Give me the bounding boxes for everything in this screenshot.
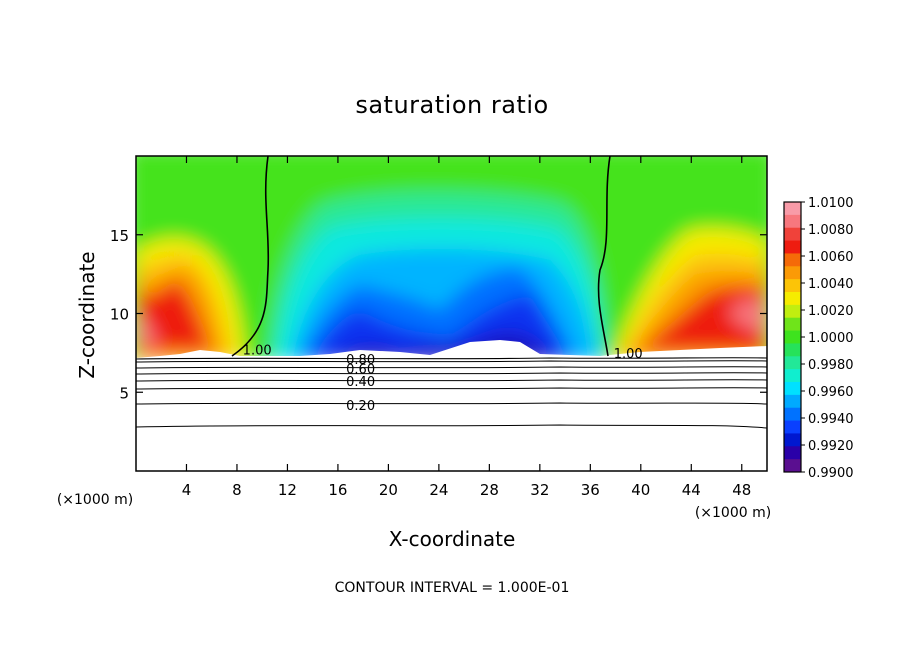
x-tick-label: 32: [530, 481, 549, 499]
colorbar-swatch: [784, 304, 801, 319]
x-tick-label: 40: [631, 481, 650, 499]
colorbar-label: 0.9920: [808, 439, 854, 454]
x-tick-label: 24: [429, 481, 448, 499]
x-tick-label: 48: [732, 481, 751, 499]
colorbar-swatch: [784, 227, 801, 241]
colorbar-swatch: [784, 433, 801, 447]
x-tick-label: 12: [278, 481, 297, 499]
x-unit-right: (×1000 m): [695, 505, 771, 521]
x-tick-label: 8: [232, 481, 242, 499]
saturation-field: [136, 156, 767, 471]
colorbar-swatch: [784, 369, 801, 383]
colorbar-label: 1.0020: [808, 304, 854, 319]
colorbar-swatch: [784, 330, 801, 344]
y-axis-ticks: 5 10 15: [110, 227, 767, 402]
colorbar-label: 0.9900: [808, 466, 854, 481]
contour-interval-note: CONTOUR INTERVAL = 1.000E-01: [335, 580, 570, 596]
colorbar-swatch: [784, 292, 801, 306]
x-axis-label: X-coordinate: [389, 527, 516, 551]
colorbar: 1.0100 1.0080 1.0060 1.0040 1.0020 1.0000 0.99…: [783, 196, 854, 481]
x-tick-label: 36: [581, 481, 600, 499]
contour-label: 1.00: [243, 344, 272, 359]
colorbar-swatch: [784, 240, 801, 254]
colorbar-swatch: [784, 420, 801, 434]
colorbar-swatch: [784, 214, 801, 229]
colorbar-swatch: [784, 317, 801, 331]
colorbar-label: 1.0060: [808, 250, 854, 265]
contour-label: 1.00: [614, 347, 643, 362]
chart-title: saturation ratio: [355, 91, 548, 119]
y-tick-label: 10: [110, 306, 129, 324]
colorbar-label: 0.9960: [808, 385, 854, 400]
colorbar-swatch: [784, 446, 801, 460]
contour-label: 0.80: [346, 353, 375, 368]
x-tick-label: 4: [182, 481, 192, 499]
y-tick-label: 15: [110, 227, 129, 245]
colorbar-swatch: [784, 279, 801, 293]
colorbar-swatch: [784, 356, 801, 370]
colorbar-label: 1.0080: [808, 223, 854, 238]
colorbar-label: 1.0100: [808, 196, 854, 211]
y-tick-label: 5: [119, 384, 129, 402]
colorbar-swatch: [784, 459, 801, 473]
x-axis-ticks: 4 8 12 16 20 24 28 32 36 40 44 48: [182, 156, 751, 499]
colorbar-swatch: [784, 343, 801, 357]
x-tick-label: 20: [379, 481, 398, 499]
colorbar-swatch: [784, 266, 801, 280]
y-axis-label: Z-coordinate: [75, 251, 99, 378]
x-unit-left: (×1000 m): [57, 492, 133, 508]
x-tick-label: 28: [480, 481, 499, 499]
contour-labels: 1.00 1.00 0.800.600.40 0.20: [243, 344, 643, 414]
contour-label: 0.40: [346, 375, 375, 390]
colorbar-label: 1.0000: [808, 331, 854, 346]
colorbar-label: 1.0040: [808, 277, 854, 292]
contour-label: 0.60: [346, 363, 375, 378]
colorbar-swatch: [784, 407, 801, 421]
contour-label: 0.20: [346, 399, 375, 414]
colorbar-swatch: [784, 394, 801, 409]
colorbar-label: 0.9940: [808, 412, 854, 427]
colorbar-swatch: [784, 202, 801, 216]
x-tick-label: 16: [328, 481, 347, 499]
colorbar-swatch: [784, 253, 801, 267]
colorbar-label: 0.9980: [808, 358, 854, 373]
x-tick-label: 44: [682, 481, 701, 499]
colorbar-swatch: [784, 382, 801, 396]
